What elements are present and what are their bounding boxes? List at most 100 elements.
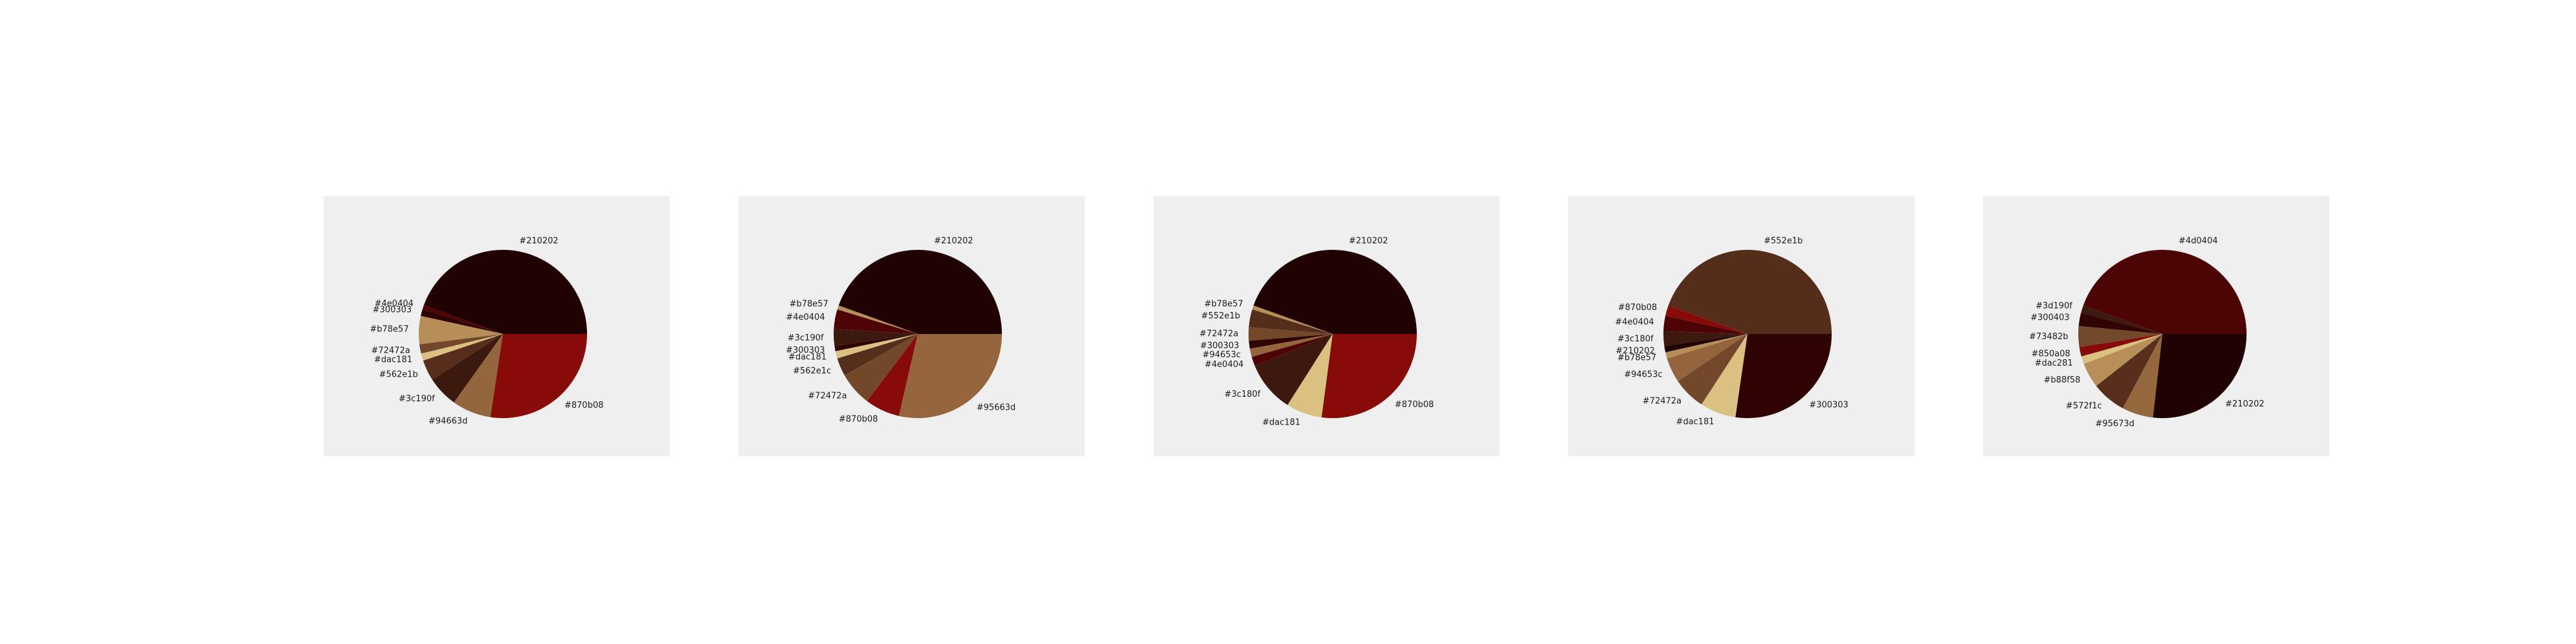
pie-slice	[835, 334, 918, 359]
slice-label: #850a08	[2031, 349, 2070, 359]
slice-label: #552e1b	[1764, 236, 1803, 246]
pie-slice	[422, 305, 503, 334]
slice-label: #72472a	[1199, 329, 1238, 339]
pie-slice	[432, 334, 503, 403]
pie-slice	[1701, 334, 1748, 417]
pie-slice	[1735, 334, 1832, 418]
pie-slice	[1254, 334, 1333, 405]
pie-slice	[490, 334, 587, 419]
slice-label: #3c180f	[1225, 390, 1261, 399]
pie-chart-4: #552e1b #870b08 #4e0404 #3c180f #210202#b78e…	[1615, 236, 1849, 427]
slice-label: #94653c	[1203, 350, 1241, 360]
slice-label: #562e1c	[793, 366, 831, 376]
pie-slice	[1250, 334, 1333, 357]
slice-label: #300303	[1200, 341, 1239, 351]
slice-label: #b78e57	[1205, 300, 1243, 309]
chart-panel-3: #210202 #b78e57 #552e1b #72472a #300303 #9465…	[1153, 196, 1500, 456]
pie-slice	[1668, 250, 1832, 334]
pie-slice	[1664, 334, 1748, 353]
pie-slice	[419, 316, 503, 344]
pie-slice	[1663, 331, 1748, 346]
slice-label: #4e0404	[1205, 360, 1243, 370]
slice-label: #4e0404	[375, 299, 414, 309]
pie-slice	[421, 309, 503, 334]
pie-slice	[2153, 334, 2247, 419]
pie-slice	[2079, 334, 2162, 357]
slice-label: #300303	[786, 346, 825, 355]
slice-label: #72472a	[1643, 396, 1682, 406]
pie-slice	[837, 334, 918, 376]
pie-slice	[834, 334, 918, 351]
slice-label: #b78e57	[370, 325, 408, 335]
slice-label: #94653c	[1624, 370, 1662, 379]
pie-slice	[2078, 313, 2162, 334]
slice-label: #210202	[934, 236, 973, 246]
slice-label: #210202	[1616, 346, 1655, 356]
pie-slice	[1663, 315, 1748, 334]
slice-label: #b78e57	[790, 300, 828, 309]
pie-slice	[867, 334, 918, 416]
slice-label: #210202	[1349, 236, 1388, 246]
slice-label: #3d190f	[2036, 302, 2072, 311]
slice-label: #562e1b	[379, 370, 418, 380]
slice-label: #dac181	[1676, 417, 1714, 427]
pie-slice	[2096, 334, 2162, 408]
pie-slice	[1248, 327, 1333, 341]
slice-label: #552e1b	[1201, 311, 1240, 321]
slice-label: #4e0404	[1615, 317, 1654, 327]
pie-slice	[421, 334, 503, 361]
slice-label: #95673d	[2095, 419, 2135, 429]
pie-slice	[898, 334, 1002, 419]
pie-chart-2: #210202 #b78e57 #4e0404 #3c190f #300303#dac1…	[786, 236, 1016, 424]
pie-slice	[1249, 334, 1333, 349]
pie-slice	[837, 305, 918, 334]
pie-chart-5: #4d0404 #3d190f #300403 #73482b #850a08#dac2…	[2029, 236, 2265, 429]
pie-slice	[419, 334, 503, 354]
slice-label: #210202	[519, 236, 559, 246]
slice-label: #870b08	[1395, 400, 1434, 410]
pie-slice	[1287, 334, 1333, 417]
pie-slice	[1251, 334, 1333, 366]
chart-panel-5: #4d0404 #3d190f #300403 #73482b #850a08 #dac2…	[1983, 196, 2329, 456]
slice-label: #300303	[1809, 401, 1849, 410]
pie-slice	[2081, 305, 2162, 334]
slice-label: #3c190f	[399, 394, 435, 404]
pie-slice	[2122, 334, 2162, 418]
slice-label: #b78e57	[1617, 353, 1656, 363]
slice-label: #4d0404	[2179, 236, 2218, 246]
slice-label: #dac181	[788, 353, 827, 362]
pie-slice	[2083, 334, 2162, 386]
pie-slice	[1249, 309, 1333, 334]
slice-label: #72472a	[371, 346, 410, 355]
slice-label: #300303	[373, 305, 412, 315]
slice-label: #3c190f	[788, 333, 824, 343]
chart-panel-2: #210202 #b78e57 #4e0404 #3c190f #300303 #dac1…	[738, 196, 1085, 456]
pie-slice	[1252, 305, 1333, 334]
slice-label: #572f1c	[2066, 401, 2102, 411]
pie-slice	[2081, 334, 2162, 364]
slice-label: #870b08	[839, 414, 878, 424]
chart-panel-4: #552e1b #870b08 #4e0404 #3c180f #210202 #b78e…	[1568, 196, 1915, 456]
pie-slice	[1665, 334, 1748, 359]
slice-label: #300403	[2030, 313, 2070, 323]
slice-label: #dac181	[1262, 417, 1300, 427]
pie-slice	[1678, 334, 1748, 405]
pie-slice	[844, 334, 918, 401]
slice-label: #b88f58	[2043, 375, 2080, 385]
pie-slice	[423, 334, 503, 380]
slice-label: #73482b	[2029, 332, 2069, 342]
slice-label: #870b08	[564, 401, 604, 410]
pie-slice	[1321, 334, 1417, 418]
pie-slice	[834, 309, 918, 334]
pie-slice	[2083, 250, 2247, 334]
slice-label: #dac281	[2035, 359, 2073, 368]
slice-label: #3c180f	[1617, 335, 1654, 344]
pie-chart-1: #210202 #4e0404#300303 #b78e57 #72472a#dac1…	[370, 236, 604, 426]
slice-label: #95663d	[977, 403, 1016, 412]
slice-label: #4e0404	[786, 313, 825, 322]
pie-slice	[834, 329, 918, 346]
pie-chart-3: #210202 #b78e57 #552e1b #72472a #300303#9465…	[1199, 236, 1434, 427]
pie-slice	[1665, 305, 1748, 334]
slice-label: #72472a	[808, 391, 847, 401]
pie-slice	[423, 250, 587, 334]
